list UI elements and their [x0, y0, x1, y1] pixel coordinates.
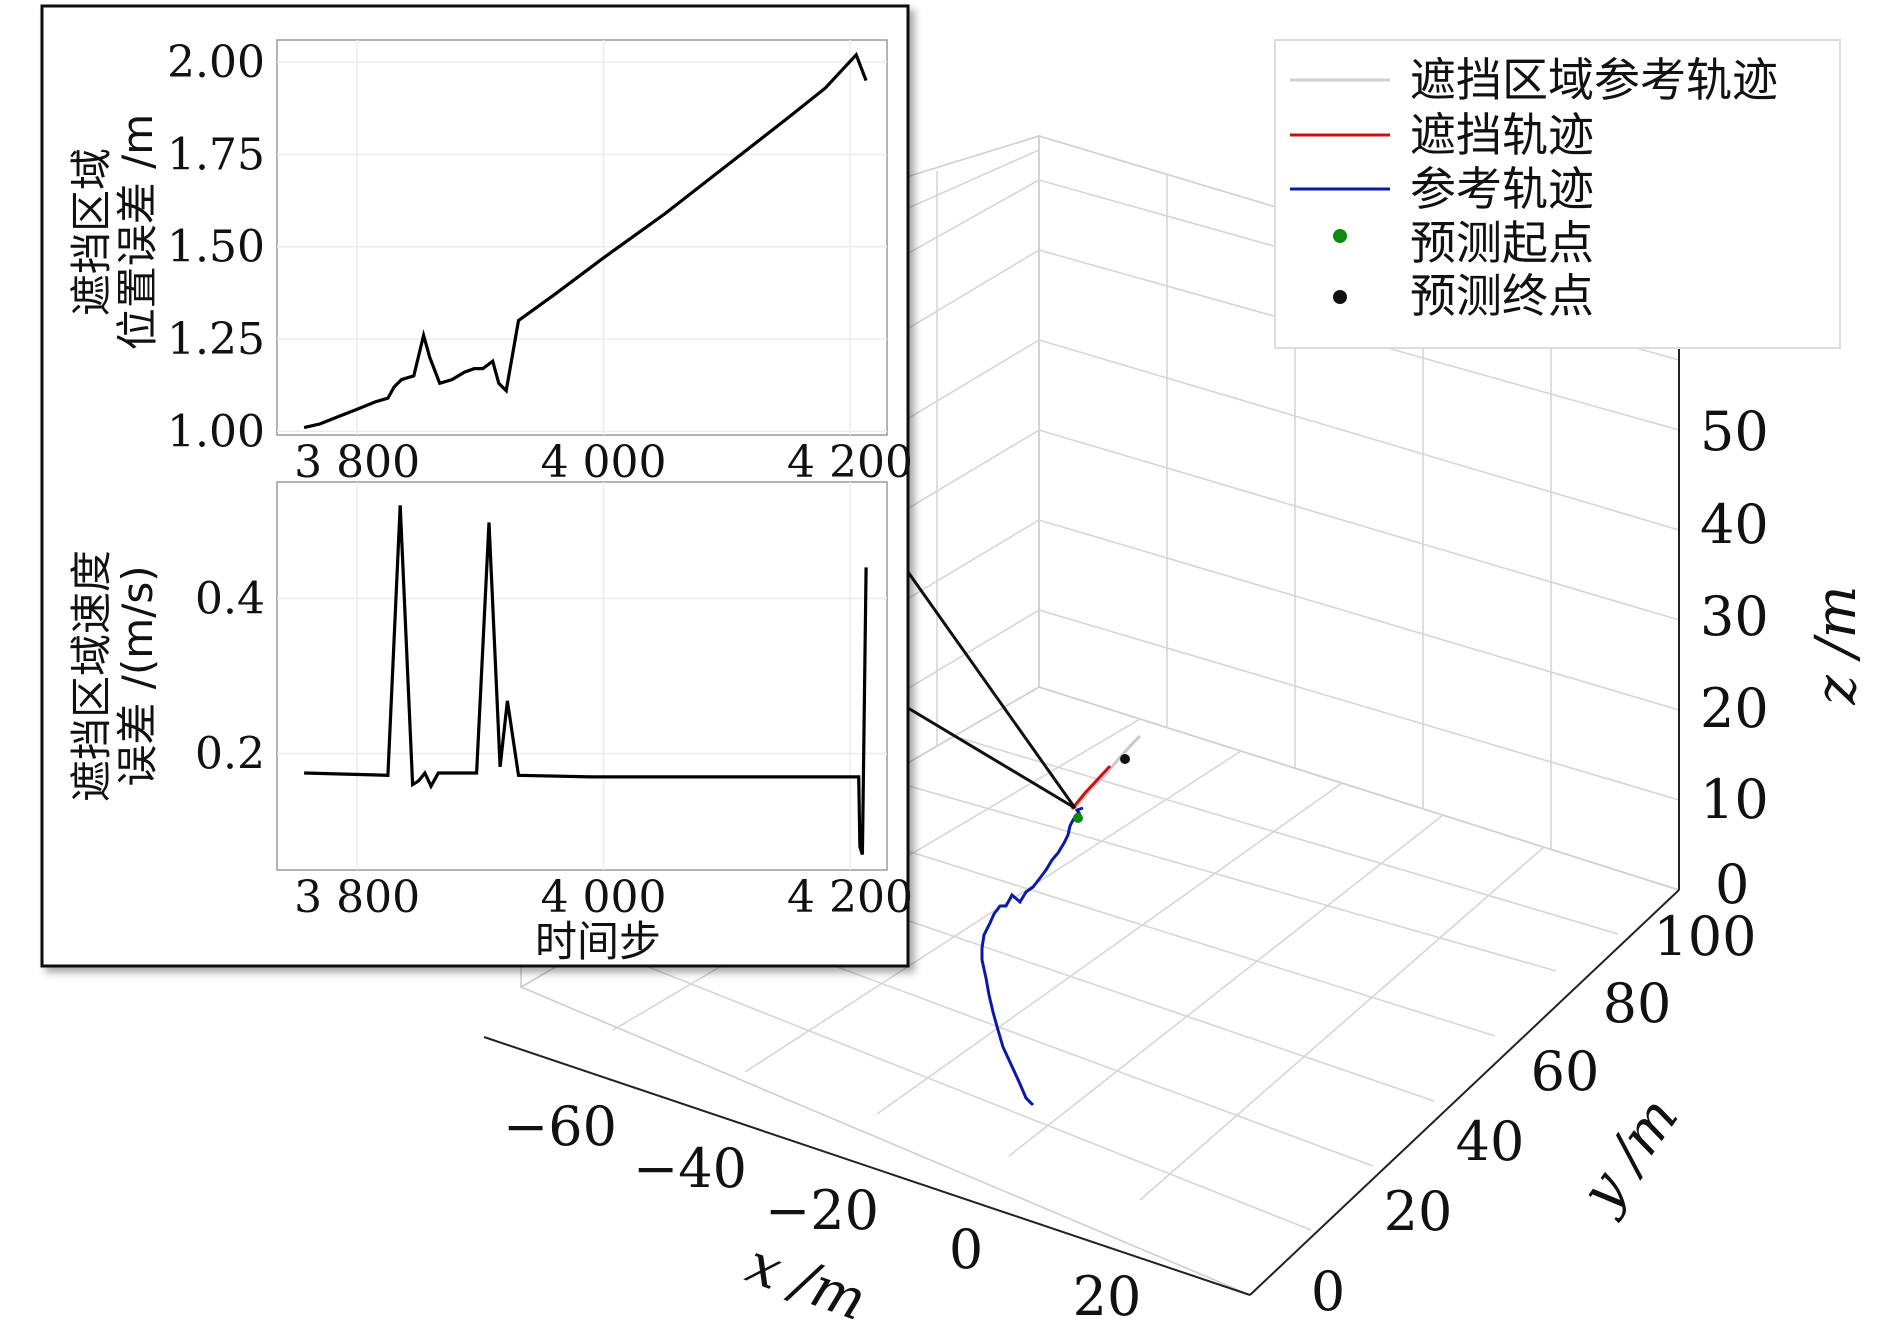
y-tick-label: 0.2	[195, 729, 265, 780]
y-axis-label: y /m	[1567, 1086, 1692, 1225]
legend-label: 遮挡区域参考轨迹	[1410, 53, 1778, 107]
position-error-series-line	[303, 51, 868, 430]
legend-label: 参考轨迹	[1410, 162, 1594, 216]
y-tick-label: 0.4	[195, 573, 265, 624]
y-tick-label: 80	[1603, 972, 1672, 1035]
legend-swatch-dot	[1333, 229, 1347, 243]
3d-axis-lines	[483, 328, 1680, 1296]
z-axis-ticks: 0 10 20 30 40 50	[1700, 400, 1769, 916]
x-tick-label: 3 800	[294, 437, 420, 488]
z-tick-label: 10	[1700, 768, 1769, 831]
reference-trajectory-line	[980, 806, 1084, 1107]
velocity-error-tick-labels: 3 800 4 000 4 200 0.2 0.4	[195, 573, 913, 923]
z-tick-label: 30	[1700, 585, 1769, 648]
z-axis-label: z /m	[1804, 585, 1869, 705]
x-tick-label: −20	[765, 1179, 879, 1242]
y-tick-label: 1.25	[167, 314, 265, 365]
occluded-trajectory-line	[1070, 764, 1112, 810]
zoom-callout	[906, 571, 1077, 810]
velocity-error-subplot: 3 800 4 000 4 200 0.2 0.4 遮挡区域速度 误差 /(m/s) 时…	[67, 481, 913, 966]
legend-label: 遮挡轨迹	[1410, 108, 1594, 162]
x-axis-ticks: −60 −40 −20 0 20	[503, 1095, 1141, 1328]
x-axis-label: x /m	[738, 1231, 874, 1334]
x-tick-label: 3 800	[294, 872, 420, 923]
legend-label: 预测终点	[1410, 269, 1594, 323]
x-tick-label: 0	[949, 1218, 983, 1281]
z-tick-label: 50	[1700, 400, 1769, 463]
y-axis-ticks: 0 20 40 60 80 100	[1311, 905, 1757, 1323]
position-error-grid	[277, 40, 887, 435]
position-error-axes-frame	[276, 39, 888, 436]
prediction-start-point	[1073, 813, 1083, 823]
position-error-ylabel-line1: 遮挡区域	[67, 148, 116, 316]
x-tick-label: −40	[633, 1137, 747, 1200]
position-error-tick-labels: 3 800 4 000 4 200 1.00 1.25 1.50 1.75 2.00	[167, 37, 913, 488]
position-error-ylabel-line2: 位置误差 /m	[113, 114, 162, 350]
velocity-error-axes-frame	[276, 481, 888, 871]
velocity-error-ylabel-line2: 误差 /(m/s)	[113, 565, 162, 786]
x-tick-label: 4 000	[541, 437, 667, 488]
y-tick-label: 1.00	[167, 406, 265, 457]
z-tick-label: 20	[1700, 677, 1769, 740]
inset-panel: 3 800 4 000 4 200 1.00 1.25 1.50 1.75 2.00 遮挡区域…	[40, 4, 913, 968]
y-tick-label: 2.00	[167, 37, 265, 88]
x-tick-label: 4 200	[787, 437, 913, 488]
y-tick-label: 20	[1384, 1180, 1453, 1243]
occluded-reference-trajectory-line	[1072, 734, 1142, 810]
y-tick-label: 1.50	[167, 222, 265, 273]
velocity-error-grid	[277, 482, 887, 870]
velocity-error-xlabel: 时间步	[535, 917, 661, 966]
y-tick-label: 0	[1311, 1260, 1345, 1323]
velocity-error-ylabel-line1: 遮挡区域速度	[67, 550, 116, 802]
x-tick-label: 4 200	[787, 872, 913, 923]
prediction-end-point	[1120, 754, 1130, 764]
position-error-subplot: 3 800 4 000 4 200 1.00 1.25 1.50 1.75 2.00 遮挡区域…	[67, 37, 913, 488]
x-tick-label: 4 000	[541, 872, 667, 923]
z-tick-label: 40	[1700, 493, 1769, 556]
x-tick-label: −60	[503, 1095, 617, 1158]
y-tick-label: 100	[1653, 905, 1756, 968]
y-tick-label: 40	[1456, 1110, 1525, 1173]
legend-swatch-dot	[1333, 290, 1347, 304]
legend-label: 预测起点	[1410, 216, 1594, 270]
velocity-error-series-line	[304, 505, 868, 855]
y-tick-label: 1.75	[167, 129, 265, 180]
legend: 遮挡区域参考轨迹 遮挡轨迹 参考轨迹 预测起点 预测终点	[1274, 39, 1841, 349]
x-tick-label: 20	[1073, 1265, 1142, 1328]
inset-frame	[40, 4, 910, 968]
legend-frame	[1274, 39, 1841, 349]
z-tick-label: 0	[1715, 853, 1749, 916]
y-tick-label: 60	[1531, 1040, 1600, 1103]
